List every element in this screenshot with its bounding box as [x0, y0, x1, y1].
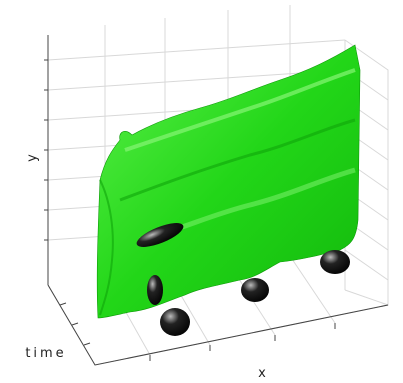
plot: y time x — [0, 0, 403, 383]
surface — [97, 45, 360, 318]
x-axis-label: x — [258, 366, 266, 381]
time-axis-label: time — [25, 346, 66, 361]
y-axis-label: y — [25, 154, 40, 162]
